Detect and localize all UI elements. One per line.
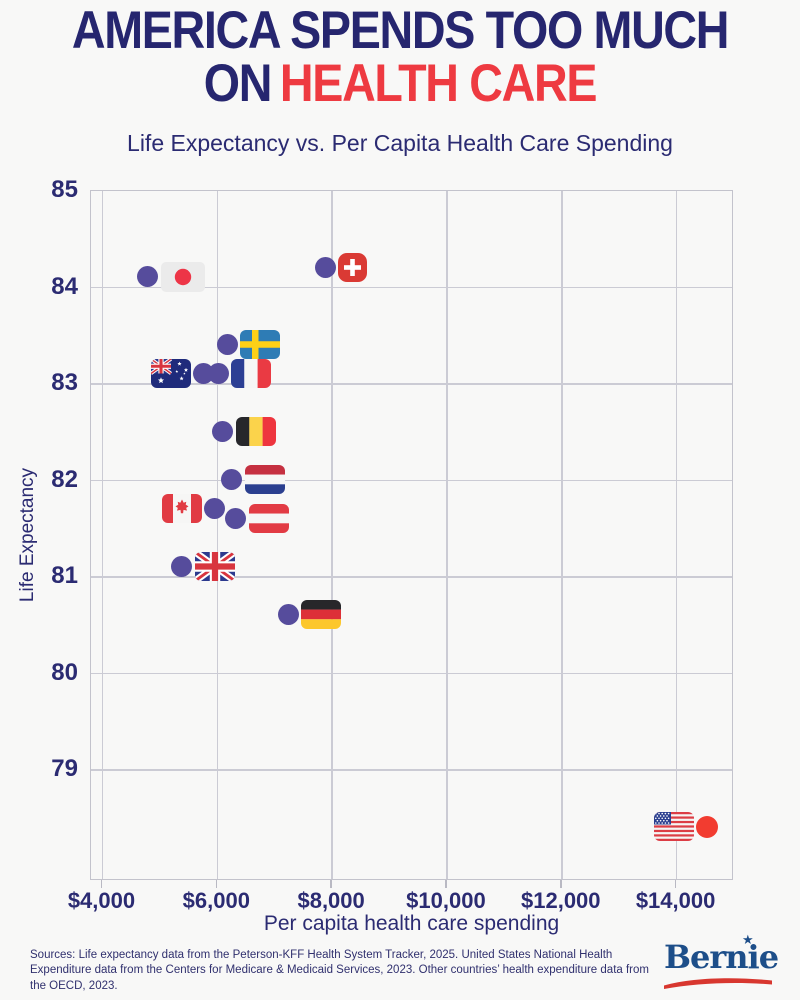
x-gridline xyxy=(561,191,563,879)
flag-united-kingdom-icon xyxy=(194,551,235,581)
x-tick-mark xyxy=(445,880,447,888)
y-gridline xyxy=(91,383,732,385)
data-point-belgium xyxy=(212,420,234,442)
data-point-japan xyxy=(137,266,159,288)
y-gridline xyxy=(91,286,732,289)
flag-canada-icon xyxy=(161,493,202,523)
y-tick-label: 83 xyxy=(51,369,78,396)
flag-belgium-icon xyxy=(235,416,276,446)
bernie-logo: Bernie ★ xyxy=(664,932,779,990)
title-line-2: ON HEALTH CARE xyxy=(48,57,752,110)
y-gridline xyxy=(91,672,732,675)
data-point-united-states xyxy=(696,815,719,838)
x-gridline xyxy=(101,191,104,879)
flag-austria-icon xyxy=(248,503,289,533)
page-title: AMERICA SPENDS TOO MUCH ON HEALTH CARE xyxy=(0,4,800,110)
bernie-logo-text: Bernie xyxy=(664,938,779,976)
x-gridline xyxy=(446,191,448,879)
flag-germany-icon xyxy=(301,600,342,630)
x-tick-label: $10,000 xyxy=(406,888,486,913)
flag-france-icon xyxy=(231,358,272,388)
data-point-netherlands xyxy=(221,469,243,490)
chart-subtitle: Life Expectancy vs. Per Capita Health Ca… xyxy=(127,130,673,156)
x-gridline xyxy=(331,191,333,879)
flag-united-states-icon xyxy=(654,812,695,842)
star-icon: ★ xyxy=(742,932,754,947)
x-tick-mark xyxy=(215,880,218,888)
x-tick-mark xyxy=(674,880,677,888)
data-point-france xyxy=(207,362,229,384)
sources-note: Sources: Life expectancy data from the P… xyxy=(30,949,649,992)
y-tick-label: 79 xyxy=(51,755,78,783)
flag-japan-icon xyxy=(160,261,205,292)
x-tick-label: $8,000 xyxy=(297,888,365,913)
x-tick-label: $4,000 xyxy=(67,888,136,913)
x-tick-label: $12,000 xyxy=(521,888,601,913)
data-point-germany xyxy=(277,604,299,626)
swoosh-underline-icon xyxy=(664,978,772,989)
y-gridline xyxy=(91,479,732,482)
y-gridline xyxy=(91,769,732,771)
y-tick-label: 81 xyxy=(51,562,78,589)
flag-sweden-icon xyxy=(240,329,281,359)
x-tick-mark xyxy=(330,880,332,888)
data-point-austria xyxy=(225,507,247,529)
x-gridline xyxy=(216,191,219,879)
x-axis-title: Per capita health care spending xyxy=(263,912,560,935)
x-tick-mark xyxy=(560,880,562,888)
x-tick-mark xyxy=(100,880,103,888)
y-tick-label: 82 xyxy=(51,465,78,493)
flag-switzerland-icon xyxy=(338,252,368,282)
y-tick-label: 84 xyxy=(51,272,78,300)
plot-area xyxy=(90,190,733,880)
x-gridline xyxy=(675,191,678,879)
flag-netherlands-icon xyxy=(244,465,285,494)
y-tick-label: 80 xyxy=(51,658,78,686)
data-point-switzerland xyxy=(314,256,336,278)
data-point-canada xyxy=(204,497,226,519)
y-tick-label: 85 xyxy=(51,176,78,203)
title-line-1: AMERICA SPENDS TOO MUCH xyxy=(71,1,730,60)
title-line-2-prefix: ON xyxy=(203,54,273,113)
data-point-sweden xyxy=(216,333,238,355)
data-point-united-kingdom xyxy=(171,555,193,577)
x-tick-label: $6,000 xyxy=(182,888,250,913)
title-line-2-highlight: HEALTH CARE xyxy=(279,54,598,113)
y-gridline xyxy=(91,576,732,578)
flag-australia-icon xyxy=(150,358,191,388)
x-tick-label: $14,000 xyxy=(635,888,716,913)
